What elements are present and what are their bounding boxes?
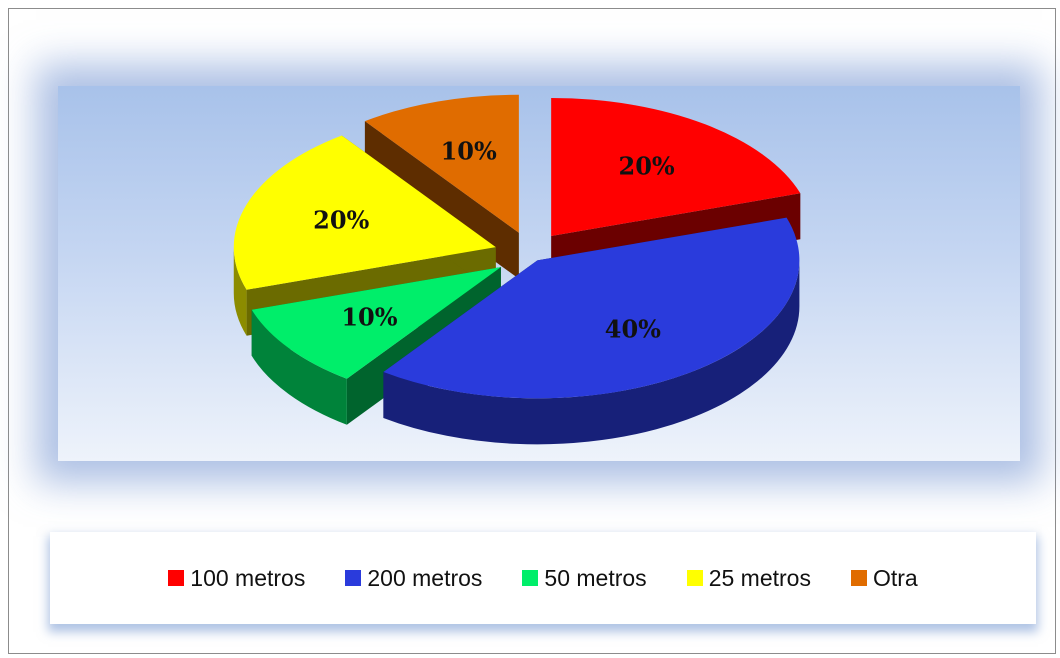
legend-item-25-metros: 25 metros	[686, 564, 811, 592]
pie-slice-top	[383, 217, 800, 399]
pie-slice-wall	[233, 247, 247, 336]
legend-item-50-metros: 50 metros	[522, 564, 647, 592]
data-label: 40%	[605, 315, 661, 344]
data-label: 10%	[441, 136, 497, 165]
pie-slice-top	[233, 135, 496, 290]
pie-slice-top	[364, 94, 519, 233]
pie-slice-wall	[383, 260, 800, 445]
legend-label: 50 metros	[544, 564, 647, 591]
data-label: 20%	[619, 152, 675, 181]
legend-swatch	[850, 570, 867, 586]
legend-label: 200 metros	[367, 564, 483, 591]
legend-label: 25 metros	[708, 564, 811, 591]
legend-swatch	[345, 570, 362, 586]
legend-swatch	[522, 570, 539, 586]
legend-label: 100 metros	[190, 564, 306, 591]
legend: 100 metros 200 metros 50 metros 25 metro…	[50, 532, 1036, 624]
pie-slice-wall	[251, 309, 347, 425]
legend-item-100-metros: 100 metros	[168, 565, 305, 592]
legend-item-otra: Otra	[850, 564, 918, 592]
pie-slice-1	[383, 217, 800, 445]
pie-slice-top	[551, 97, 801, 236]
data-label: 10%	[341, 302, 397, 331]
data-label: 20%	[313, 206, 369, 235]
pie-slice-top	[251, 267, 501, 379]
legend-label: Otra	[872, 564, 918, 591]
legend-swatch	[168, 570, 185, 586]
legend-item-200-metros: 200 metros	[345, 565, 482, 592]
legend-swatch	[686, 570, 703, 586]
